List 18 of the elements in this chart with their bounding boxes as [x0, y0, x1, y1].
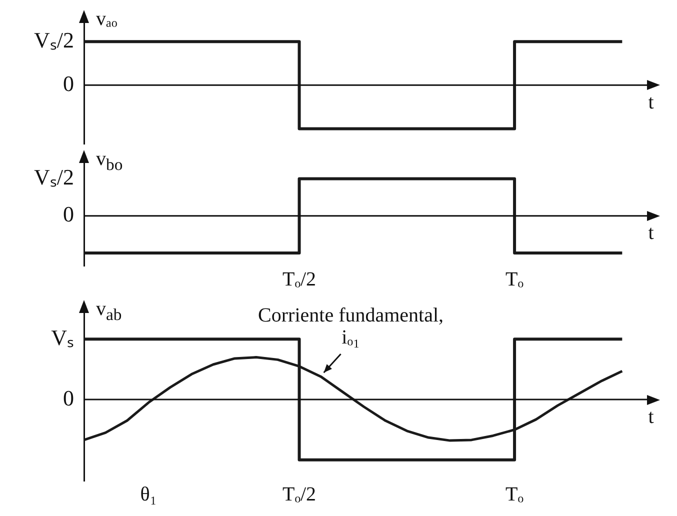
y-axis-title: v$_{bo}$ — [96, 148, 123, 175]
text: 0 — [63, 202, 74, 227]
text: Vₛ/2 — [34, 27, 74, 52]
x-axis-title: t — [648, 222, 654, 244]
text: 0 — [63, 70, 74, 96]
x-tick-label: Tₒ/2 — [282, 483, 316, 506]
x-tick-label: Tₒ — [506, 268, 524, 290]
x-tick-label: Tₒ/2 — [282, 268, 316, 290]
annotation: Corriente fundamental, iₒ₁ — [258, 304, 444, 348]
text: Vₛ/2 — [34, 164, 74, 190]
x-axis-title: t — [648, 406, 654, 428]
y-axis-title: v$_{ab}$ — [96, 298, 122, 325]
x-tick-label: Tₒ — [506, 483, 524, 506]
x-axis-title: t — [648, 91, 654, 114]
x-tick-label: θ₁ — [140, 483, 157, 506]
text: Vₛ — [51, 324, 74, 350]
text: 0 — [63, 385, 74, 410]
y-axis-title: vₐₒ — [96, 8, 118, 31]
